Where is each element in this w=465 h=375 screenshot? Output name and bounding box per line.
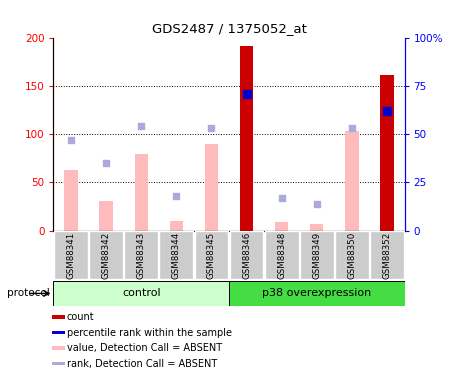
Text: GSM88348: GSM88348 — [277, 232, 286, 279]
Point — [278, 195, 286, 201]
FancyBboxPatch shape — [89, 231, 123, 279]
Bar — [134, 154, 148, 231]
Point — [348, 125, 356, 131]
Point — [138, 123, 145, 129]
Point — [313, 201, 320, 207]
Bar — [205, 144, 218, 231]
Text: rank, Detection Call = ABSENT: rank, Detection Call = ABSENT — [67, 358, 217, 369]
Text: p38 overexpression: p38 overexpression — [262, 288, 372, 298]
Text: GSM88346: GSM88346 — [242, 232, 251, 279]
Text: GSM88352: GSM88352 — [383, 232, 392, 279]
Text: GSM88350: GSM88350 — [347, 232, 356, 279]
FancyBboxPatch shape — [53, 281, 229, 306]
Point — [102, 160, 110, 166]
FancyBboxPatch shape — [195, 231, 228, 279]
Bar — [64, 170, 78, 231]
FancyBboxPatch shape — [370, 231, 404, 279]
FancyBboxPatch shape — [125, 231, 158, 279]
Text: GSM88342: GSM88342 — [102, 232, 111, 279]
Point — [243, 90, 250, 96]
Text: GSM88343: GSM88343 — [137, 232, 146, 279]
FancyBboxPatch shape — [229, 281, 405, 306]
Text: GSM88345: GSM88345 — [207, 232, 216, 279]
Text: percentile rank within the sample: percentile rank within the sample — [67, 328, 232, 338]
FancyBboxPatch shape — [335, 231, 369, 279]
FancyBboxPatch shape — [265, 231, 299, 279]
FancyBboxPatch shape — [300, 231, 333, 279]
Bar — [345, 131, 359, 231]
Bar — [53, 331, 65, 334]
FancyBboxPatch shape — [54, 231, 88, 279]
Bar — [53, 315, 65, 319]
Bar — [100, 201, 113, 231]
Bar — [240, 46, 253, 231]
Text: GSM88349: GSM88349 — [312, 232, 321, 279]
Point — [383, 108, 391, 114]
Bar — [275, 222, 288, 231]
Point — [173, 193, 180, 199]
Bar — [53, 362, 65, 365]
Text: protocol: protocol — [7, 288, 50, 298]
Bar — [170, 221, 183, 231]
Bar — [380, 75, 394, 231]
Text: control: control — [122, 288, 160, 298]
Text: value, Detection Call = ABSENT: value, Detection Call = ABSENT — [67, 343, 222, 353]
Bar — [53, 346, 65, 350]
Text: count: count — [67, 312, 94, 322]
FancyBboxPatch shape — [230, 231, 263, 279]
Bar — [310, 224, 324, 231]
Point — [208, 125, 215, 131]
Point — [67, 137, 75, 143]
FancyBboxPatch shape — [159, 231, 193, 279]
Text: GSM88344: GSM88344 — [172, 232, 181, 279]
Text: GSM88341: GSM88341 — [66, 232, 75, 279]
Title: GDS2487 / 1375052_at: GDS2487 / 1375052_at — [152, 22, 306, 35]
